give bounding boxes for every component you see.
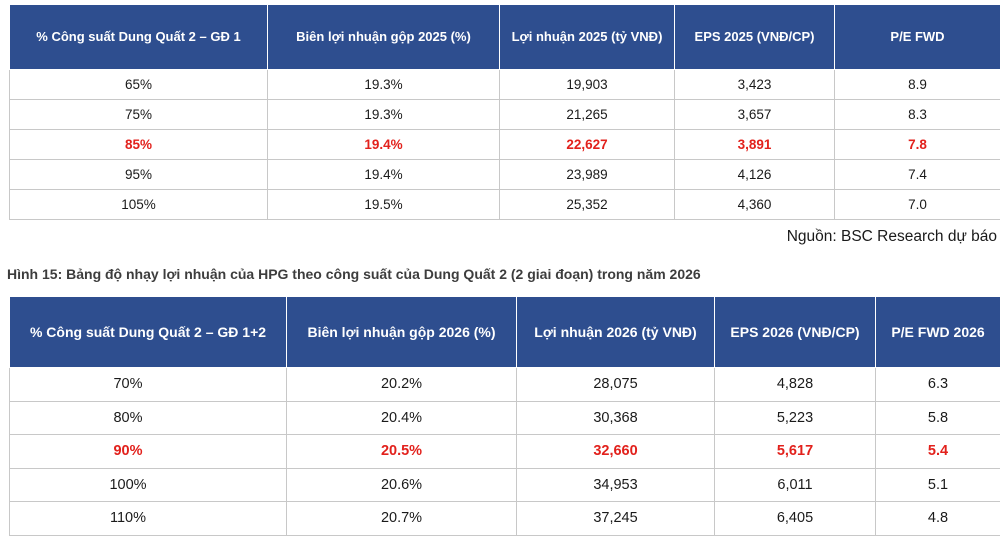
header-profit: Lợi nhuận 2025 (tỷ VNĐ): [499, 4, 675, 70]
table-cell: 22,627: [499, 129, 675, 160]
table-cell: 6,011: [714, 467, 876, 502]
table-cell: 90%: [9, 434, 287, 469]
table-cell: 5,223: [714, 400, 876, 435]
table-row: 90% 20.5% 32,660 5,617 5.4: [9, 434, 1000, 469]
table-cell: 21,265: [499, 99, 675, 130]
table-cell: 105%: [9, 189, 268, 220]
table-cell: 20.7%: [286, 501, 517, 536]
table-row: 80% 20.4% 30,368 5,223 5.8: [9, 400, 1000, 435]
table-cell: 20.5%: [286, 434, 517, 469]
table-cell: 85%: [9, 129, 268, 160]
table-row: 70% 20.2% 28,075 4,828 6.3: [9, 367, 1000, 402]
table-cell: 20.2%: [286, 367, 517, 402]
table-cell: 37,245: [516, 501, 715, 536]
header-eps: EPS 2025 (VNĐ/CP): [674, 4, 835, 70]
table-row: 110% 20.7% 37,245 6,405 4.8: [9, 501, 1000, 536]
header-profit: Lợi nhuận 2026 (tỷ VNĐ): [516, 296, 715, 368]
table-cell: 7.8: [834, 129, 1000, 160]
header-pe: P/E FWD: [834, 4, 1000, 70]
table-header-row: % Công suất Dung Quất 2 – GĐ 1 Biên lợi …: [9, 4, 1000, 70]
table-cell: 3,657: [674, 99, 835, 130]
table-row: 85% 19.4% 22,627 3,891 7.8: [9, 129, 1000, 160]
table-row: 105% 19.5% 25,352 4,360 7.0: [9, 189, 1000, 220]
table-cell: 4,828: [714, 367, 876, 402]
table-cell: 8.9: [834, 69, 1000, 100]
table-row: 65% 19.3% 19,903 3,423 8.9: [9, 69, 1000, 100]
table-cell: 7.0: [834, 189, 1000, 220]
table-cell: 4,126: [674, 159, 835, 190]
header-capacity: % Công suất Dung Quất 2 – GĐ 1+2: [9, 296, 287, 368]
table-cell: 19.3%: [267, 99, 500, 130]
figure-caption: Hình 15: Bảng độ nhạy lợi nhuận của HPG …: [7, 266, 701, 282]
table-cell: 34,953: [516, 467, 715, 502]
table-cell: 5.8: [875, 400, 1000, 435]
table-cell: 5.4: [875, 434, 1000, 469]
table-cell: 19.5%: [267, 189, 500, 220]
table-cell: 7.4: [834, 159, 1000, 190]
header-eps: EPS 2026 (VNĐ/CP): [714, 296, 876, 368]
table-cell: 110%: [9, 501, 287, 536]
table-cell: 100%: [9, 467, 287, 502]
table-cell: 32,660: [516, 434, 715, 469]
header-gross-margin: Biên lợi nhuận gộp 2026 (%): [286, 296, 517, 368]
table-cell: 30,368: [516, 400, 715, 435]
table-cell: 6,405: [714, 501, 876, 536]
table-cell: 20.4%: [286, 400, 517, 435]
table-cell: 4,360: [674, 189, 835, 220]
table-header-row: % Công suất Dung Quất 2 – GĐ 1+2 Biên lợ…: [9, 296, 1000, 368]
header-pe: P/E FWD 2026: [875, 296, 1000, 368]
table-cell: 23,989: [499, 159, 675, 190]
table-cell: 19.3%: [267, 69, 500, 100]
table-cell: 28,075: [516, 367, 715, 402]
table-row: 75% 19.3% 21,265 3,657 8.3: [9, 99, 1000, 130]
table-cell: 3,423: [674, 69, 835, 100]
table-cell: 4.8: [875, 501, 1000, 536]
table-row: 95% 19.4% 23,989 4,126 7.4: [9, 159, 1000, 190]
header-capacity: % Công suất Dung Quất 2 – GĐ 1: [9, 4, 268, 70]
table-cell: 19,903: [499, 69, 675, 100]
table-cell: 6.3: [875, 367, 1000, 402]
table-cell: 3,891: [674, 129, 835, 160]
table-cell: 75%: [9, 99, 268, 130]
sensitivity-table-2025: % Công suất Dung Quất 2 – GĐ 1 Biên lợi …: [9, 4, 1000, 220]
table-cell: 20.6%: [286, 467, 517, 502]
table-cell: 70%: [9, 367, 287, 402]
table-cell: 5,617: [714, 434, 876, 469]
header-gross-margin: Biên lợi nhuận gộp 2025 (%): [267, 4, 500, 70]
table-row: 100% 20.6% 34,953 6,011 5.1: [9, 467, 1000, 502]
table-cell: 5.1: [875, 467, 1000, 502]
table-cell: 80%: [9, 400, 287, 435]
table-cell: 19.4%: [267, 159, 500, 190]
table-cell: 25,352: [499, 189, 675, 220]
table-cell: 8.3: [834, 99, 1000, 130]
table-cell: 19.4%: [267, 129, 500, 160]
source-note: Nguồn: BSC Research dự báo: [786, 228, 997, 245]
sensitivity-table-2026: % Công suất Dung Quất 2 – GĐ 1+2 Biên lợ…: [9, 296, 1000, 536]
table-cell: 65%: [9, 69, 268, 100]
table-cell: 95%: [9, 159, 268, 190]
